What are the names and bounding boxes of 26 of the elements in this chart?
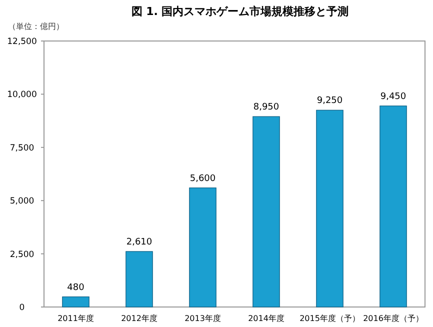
data-label: 5,600 <box>190 174 216 184</box>
y-tick-label: 10,000 <box>7 90 37 100</box>
chart-title: 図 1. 国内スマホゲーム市場規模推移と予測 <box>131 5 349 18</box>
bar <box>380 106 407 308</box>
bar <box>126 251 153 308</box>
data-label: 9,250 <box>316 96 343 106</box>
bar <box>316 110 344 308</box>
data-label: 9,450 <box>380 92 406 102</box>
x-tick-label: 2016年度（予） <box>363 314 424 323</box>
y-tick-label: 2,500 <box>10 250 34 260</box>
bar <box>189 188 216 308</box>
x-tick-label: 2014年度 <box>248 314 284 323</box>
y-tick-label: 7,500 <box>10 143 34 154</box>
y-axis-title: （単位：億円） <box>8 22 64 31</box>
y-tick-label: 0 <box>19 303 25 313</box>
data-label: 8,950 <box>253 102 280 113</box>
x-tick-label: 2015年度（予） <box>300 314 360 323</box>
x-tick-label: 2012年度 <box>121 314 158 323</box>
data-label: 480 <box>67 282 85 293</box>
bar <box>62 296 90 308</box>
x-tick-label: 2011年度 <box>58 314 94 323</box>
x-tick-label: 2013年度 <box>184 314 221 323</box>
y-tick-label: 12,500 <box>7 37 37 47</box>
y-tick-label: 5,000 <box>10 196 34 207</box>
data-label: 2,610 <box>126 237 152 248</box>
bar <box>252 116 280 308</box>
